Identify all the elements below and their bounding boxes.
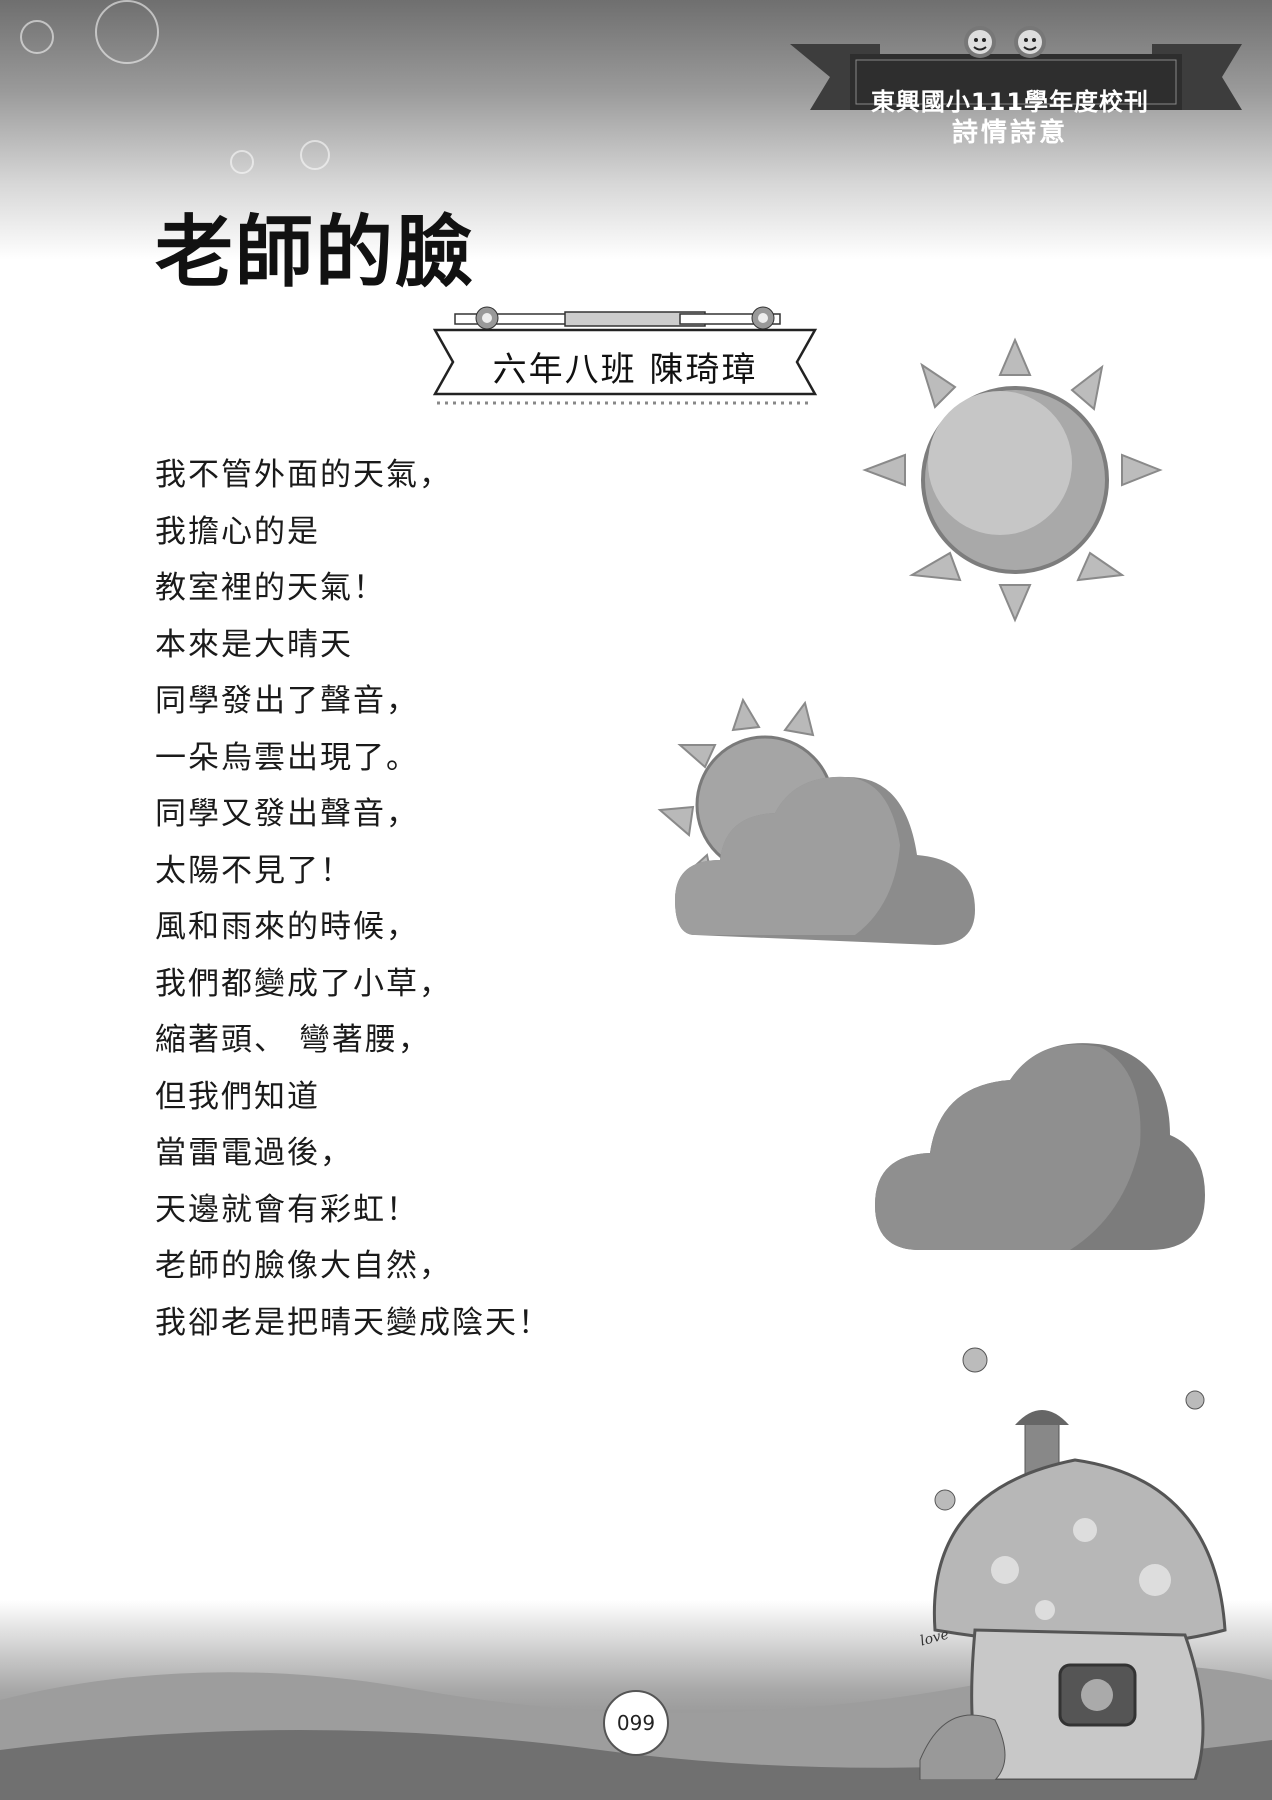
cloud-icon [875, 1043, 1205, 1250]
author-name: 六年八班 陳琦璋 [492, 350, 758, 390]
poem-title: 老師的臉 [155, 207, 476, 298]
poem-line: 天邊就會有彩虹！ [155, 1191, 419, 1228]
poem-line: 同學又發出聲音， [155, 796, 419, 832]
bokeh-bubble [95, 0, 159, 64]
poem-line: 一朵烏雲出現了。 [155, 739, 419, 776]
poem-line: 我們都變成了小草， [155, 965, 452, 1002]
author-banner [432, 306, 818, 405]
poem-line: 風和雨來的時候， [155, 909, 419, 945]
poem-line: 我卻老是把晴天變成陰天！ [155, 1304, 551, 1341]
page-number: 099 [603, 1690, 669, 1756]
poem-body: 我不管外面的天氣， 我擔心的是 教室裡的天氣！ 本來是大晴天 同學發出了聲音， … [155, 455, 551, 1359]
poem-line: 但我們知道 [155, 1078, 320, 1115]
mushroom-house-illustration [919, 1347, 1227, 1780]
poem-line: 教室裡的天氣！ [155, 570, 386, 606]
school-title: 東興國小111學年度校刊 [870, 88, 1150, 116]
bokeh-bubble [300, 140, 330, 170]
poem-line: 我不管外面的天氣， [155, 457, 452, 493]
poem-line: 太陽不見了！ [155, 852, 353, 889]
poem-line: 我擔心的是 [155, 513, 320, 550]
bokeh-bubble [230, 150, 254, 174]
partly-cloudy-icon [657, 697, 975, 945]
header-ribbon [790, 44, 1242, 110]
bokeh-bubble [20, 20, 54, 54]
poem-line: 縮著頭、 彎著腰， [155, 1022, 431, 1058]
sun-icon [862, 337, 1163, 623]
section-title: 詩情詩意 [951, 118, 1068, 148]
poem-line: 本來是大晴天 [155, 626, 353, 663]
poem-line: 老師的臉像大自然， [155, 1248, 452, 1284]
poem-line: 當雷電過後， [155, 1135, 353, 1171]
poem-line: 同學發出了聲音， [155, 683, 419, 719]
sky-background [0, 0, 1272, 260]
kids-illustration [964, 26, 1046, 58]
